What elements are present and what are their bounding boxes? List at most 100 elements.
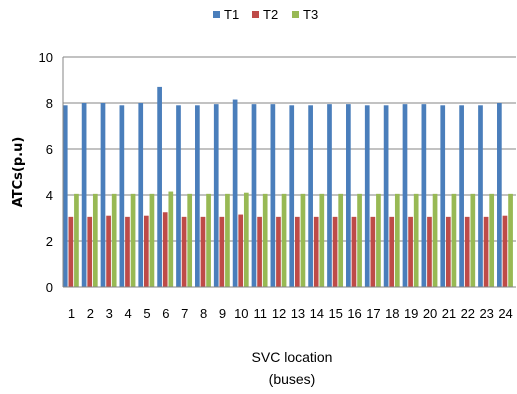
x-tick-label: 16 <box>347 306 361 321</box>
x-tick-label: 20 <box>423 306 437 321</box>
bar-t1-bus-13 <box>289 105 295 287</box>
legend-swatch-t1 <box>213 11 220 18</box>
x-axis-label-line-2: (buses) <box>269 371 316 387</box>
x-tick-label: 13 <box>291 306 305 321</box>
bar-t2-bus-16 <box>351 216 357 287</box>
bar-t1-bus-23 <box>478 105 483 287</box>
bar-t3-bus-7 <box>187 193 193 287</box>
x-tick-label: 24 <box>498 306 512 321</box>
bar-t2-bus-2 <box>87 216 93 287</box>
bar-t3-bus-5 <box>149 193 155 287</box>
bar-t1-bus-15 <box>327 104 332 288</box>
bar-t1-bus-21 <box>440 105 446 287</box>
bar-t1-bus-6 <box>157 86 162 288</box>
bar-t3-bus-17 <box>376 193 381 287</box>
bar-t3-bus-18 <box>394 193 400 287</box>
bar-t2-bus-4 <box>125 216 130 287</box>
x-tick-label: 15 <box>328 306 342 321</box>
y-tick-label: 6 <box>46 142 53 157</box>
y-tick-labels: 0 2 4 6 8 10 <box>39 50 53 295</box>
bar-t1-bus-19 <box>402 104 408 288</box>
y-tick-label: 8 <box>46 96 53 111</box>
x-tick-label: 21 <box>442 306 456 321</box>
bar-t3-bus-1 <box>74 193 79 287</box>
bar-t2-bus-10 <box>238 214 244 287</box>
x-tick-labels: 1 2 3 4 5 6 7 8 9 10 11 12 13 14 15 16 17 18 19 20 21 22 23 24 <box>68 306 513 321</box>
bar-t1-bus-3 <box>100 103 106 287</box>
legend-label-t3: T3 <box>303 7 318 22</box>
bar-t2-bus-6 <box>162 212 168 287</box>
bar-t1-bus-11 <box>251 104 257 288</box>
bar-t3-bus-20 <box>432 193 438 287</box>
bar-t3-bus-24 <box>508 193 513 287</box>
bar-t2-bus-17 <box>370 216 376 287</box>
x-tick-label: 18 <box>385 306 399 321</box>
y-tick-label: 2 <box>46 234 53 249</box>
bar-t1-bus-4 <box>119 105 125 287</box>
bar-t2-bus-20 <box>427 216 432 287</box>
bar-t2-bus-23 <box>483 216 489 287</box>
y-axis-label: ATCs(p.u) <box>11 137 26 208</box>
x-tick-label: 22 <box>461 306 475 321</box>
x-axis-label-line-1: SVC location <box>252 349 333 365</box>
bar-t1-bus-9 <box>213 104 219 288</box>
x-tick-label: 5 <box>143 306 150 321</box>
x-tick-label: 3 <box>106 306 113 321</box>
bar-t1-bus-16 <box>346 104 351 288</box>
bar-t3-bus-8 <box>206 193 211 287</box>
bar-t1-bus-8 <box>195 105 200 287</box>
bar-t3-bus-16 <box>357 193 362 287</box>
x-tick-label: 4 <box>124 306 131 321</box>
bar-t3-bus-4 <box>130 193 136 287</box>
bar-t3-bus-12 <box>281 193 287 287</box>
bar-t1-bus-10 <box>232 99 238 287</box>
bar-t1-bus-1 <box>62 105 68 287</box>
bar-t3-bus-14 <box>319 193 325 287</box>
bar-t3-bus-21 <box>451 193 457 287</box>
bar-t1-bus-2 <box>81 103 87 287</box>
bar-t1-bus-12 <box>270 104 276 288</box>
bar-t2-bus-1 <box>68 216 74 287</box>
bar-t3-bus-6 <box>168 191 174 287</box>
x-tick-label: 9 <box>219 306 226 321</box>
x-tick-label: 1 <box>68 306 75 321</box>
bars <box>62 86 513 288</box>
legend-swatch-t3 <box>292 11 299 18</box>
x-tick-label: 14 <box>310 306 324 321</box>
bar-t1-bus-18 <box>383 105 389 287</box>
bar-t3-bus-13 <box>300 193 306 287</box>
bar-t2-bus-22 <box>464 216 470 287</box>
legend: T1 T2 T3 <box>213 7 318 22</box>
x-tick-label: 17 <box>366 306 380 321</box>
y-tick-label: 0 <box>46 280 53 295</box>
bar-t3-bus-11 <box>262 193 268 287</box>
x-tick-label: 8 <box>200 306 207 321</box>
bar-t2-bus-18 <box>389 216 395 287</box>
legend-swatch-t2 <box>252 11 259 18</box>
x-tick-label: 6 <box>162 306 169 321</box>
bar-t1-bus-5 <box>138 103 144 287</box>
bar-t2-bus-21 <box>445 216 451 287</box>
bar-t1-bus-17 <box>364 105 370 287</box>
bar-t1-bus-22 <box>459 105 464 287</box>
legend-label-t1: T1 <box>224 7 239 22</box>
x-tick-label: 23 <box>479 306 493 321</box>
bar-t3-bus-22 <box>470 193 476 287</box>
bar-t3-bus-15 <box>338 193 344 287</box>
bar-t2-bus-11 <box>257 216 262 287</box>
bar-t3-bus-9 <box>225 193 230 287</box>
bar-t1-bus-20 <box>421 104 427 288</box>
x-tick-label: 2 <box>87 306 94 321</box>
bar-t2-bus-8 <box>200 216 206 287</box>
bar-t1-bus-7 <box>176 105 181 287</box>
bar-t1-bus-24 <box>497 103 502 287</box>
bar-t2-bus-15 <box>332 216 338 287</box>
bar-t3-bus-3 <box>111 193 117 287</box>
bar-t2-bus-12 <box>276 216 281 287</box>
bar-t2-bus-24 <box>502 215 508 287</box>
axes <box>62 57 516 288</box>
bar-t3-bus-2 <box>92 193 98 287</box>
bar-t2-bus-7 <box>181 216 187 287</box>
bar-t2-bus-3 <box>106 215 111 287</box>
